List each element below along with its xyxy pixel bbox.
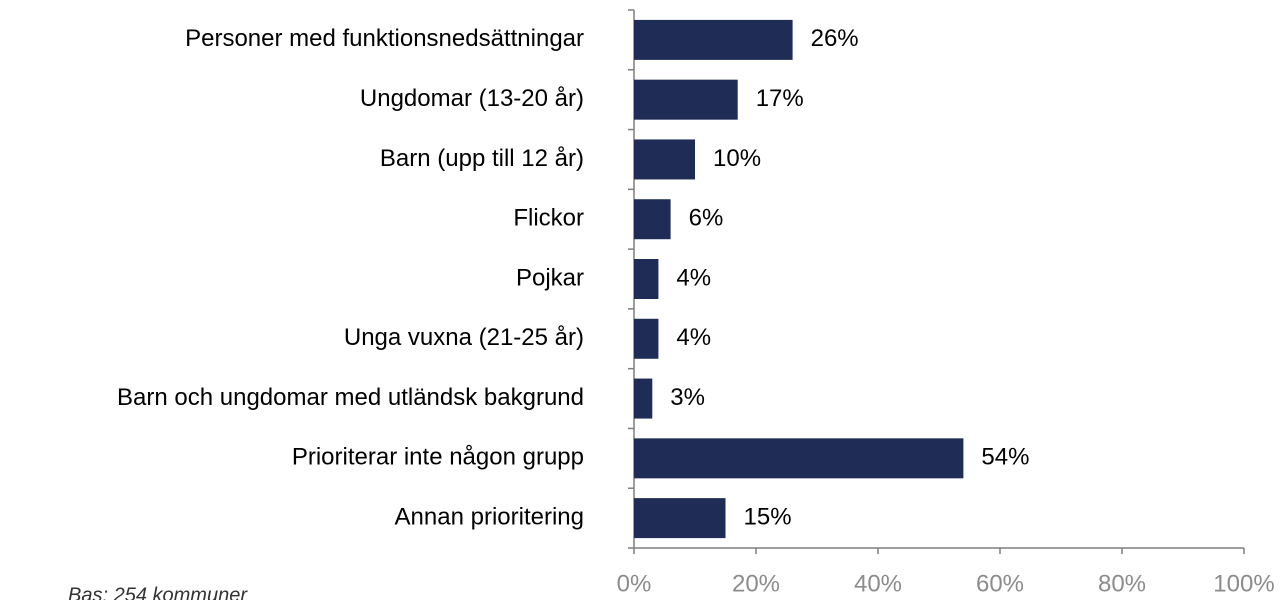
y-tick-label: Ungdomar (13-20 år) [360, 85, 584, 112]
y-tick-label: Personer med funktionsnedsättningar [185, 25, 584, 52]
footnote: Bas: 254 kommuner [68, 584, 248, 600]
value-label: 15% [744, 503, 792, 530]
bar [634, 79, 738, 120]
y-tick-label: Annan prioritering [395, 503, 584, 530]
y-tick-label: Unga vuxna (21-25 år) [344, 324, 584, 351]
bar [634, 259, 659, 299]
x-tick-label: 100% [1213, 570, 1274, 597]
y-tick-label: Barn (upp till 12 år) [380, 145, 584, 172]
value-label: 17% [756, 85, 804, 112]
x-tick-label: 60% [976, 570, 1024, 597]
bar [634, 498, 726, 539]
x-tick-label: 40% [854, 570, 902, 597]
value-label: 3% [670, 384, 705, 411]
bar [634, 199, 671, 240]
bar [634, 318, 659, 359]
y-tick-label: Pojkar [516, 264, 584, 291]
bar [634, 139, 695, 180]
value-label: 6% [689, 205, 724, 232]
x-tick-label: 20% [732, 570, 780, 597]
value-label: 26% [811, 25, 859, 52]
y-tick-label: Barn och ungdomar med utländsk bakgrund [117, 384, 584, 411]
y-tick-label: Flickor [513, 205, 584, 232]
y-tick-label: Prioriterar inte någon grupp [292, 444, 584, 471]
bar [634, 378, 653, 419]
bar [634, 19, 793, 60]
value-label: 54% [981, 444, 1029, 471]
x-tick-label: 0% [617, 570, 652, 597]
bar [634, 438, 964, 479]
value-label: 4% [676, 264, 711, 291]
value-label: 4% [676, 324, 711, 351]
x-tick-label: 80% [1098, 570, 1146, 597]
value-label: 10% [713, 145, 761, 172]
